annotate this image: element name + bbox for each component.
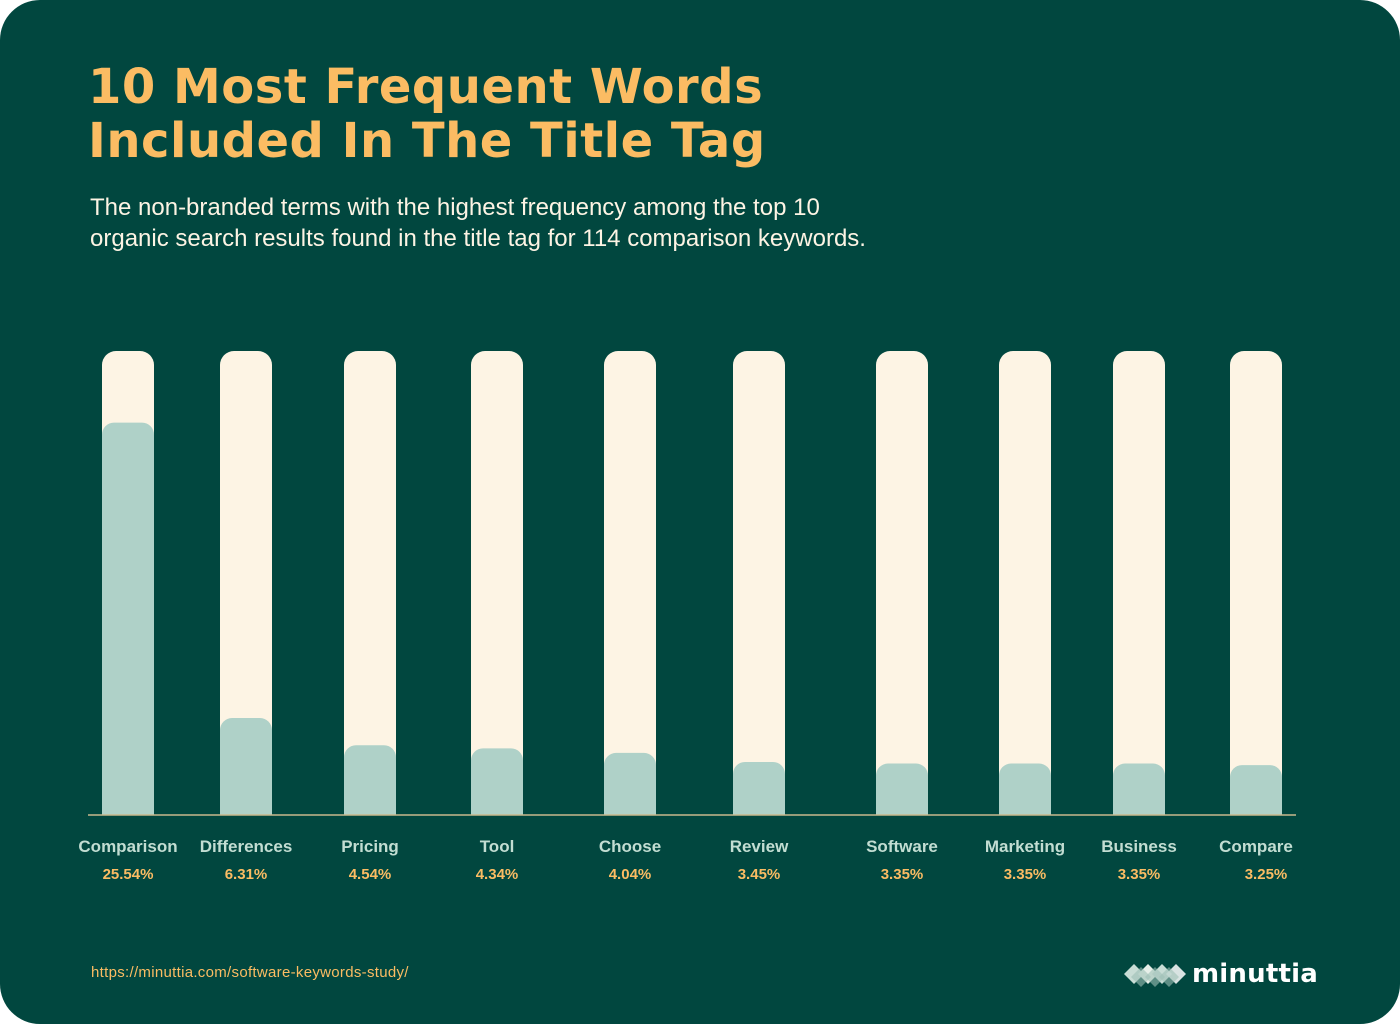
bar-track-review xyxy=(733,351,785,829)
value-label-comparison: 25.54% xyxy=(103,866,154,883)
bar-review xyxy=(733,761,785,829)
value-label-review: 3.45% xyxy=(738,866,781,883)
category-label-tool: Tool xyxy=(480,837,515,856)
category-label-review: Review xyxy=(730,837,789,856)
bar-track-compare xyxy=(1230,351,1282,829)
category-label-comparison: Comparison xyxy=(78,837,177,856)
chart-title: 10 Most Frequent Words Included In The T… xyxy=(88,60,988,168)
value-label-marketing: 3.35% xyxy=(1004,866,1047,883)
bar-marketing xyxy=(999,763,1051,829)
bar-track-marketing xyxy=(999,351,1051,829)
minuttia-logo-icon xyxy=(1124,964,1186,987)
value-label-business: 3.35% xyxy=(1118,866,1161,883)
bar-differences xyxy=(220,718,272,829)
value-label-choose: 4.04% xyxy=(609,866,652,883)
chart-subtitle-line-1: The non-branded terms with the highest f… xyxy=(90,194,820,221)
value-label-tool: 4.34% xyxy=(476,866,519,883)
bar-track-pricing xyxy=(344,351,396,829)
bar-track-software xyxy=(876,351,928,829)
category-label-business: Business xyxy=(1101,837,1177,856)
category-label-marketing: Marketing xyxy=(985,837,1065,856)
bar-choose xyxy=(604,752,656,829)
category-label-choose: Choose xyxy=(599,837,661,856)
brand-name: minuttia xyxy=(1192,959,1318,989)
category-label-software: Software xyxy=(866,837,938,856)
baseline-mask xyxy=(0,815,1400,835)
chart-title-line-1: 10 Most Frequent Words xyxy=(88,59,764,115)
bar-pricing xyxy=(344,745,396,829)
category-label-pricing: Pricing xyxy=(341,837,399,856)
category-label-differences: Differences xyxy=(200,837,293,856)
bar-business xyxy=(1113,763,1165,829)
bar-track-choose xyxy=(604,351,656,829)
value-label-pricing: 4.54% xyxy=(349,866,392,883)
bar-track-differences xyxy=(220,351,272,829)
chart-subtitle-line-2: organic search results found in the titl… xyxy=(90,225,866,252)
bar-chart: Comparison 25.54% Differences 6.31% Pricing 4… xyxy=(0,351,1400,883)
bar-compare xyxy=(1230,765,1282,829)
value-label-software: 3.35% xyxy=(881,866,924,883)
source-url[interactable]: https://minuttia.com/software-keywords-s… xyxy=(91,964,409,981)
bar-comparison xyxy=(102,422,154,829)
value-label-differences: 6.31% xyxy=(225,866,268,883)
bar-track-tool xyxy=(471,351,523,829)
category-label-compare: Compare xyxy=(1219,837,1293,856)
bar-software xyxy=(876,763,928,829)
bar-tool xyxy=(471,748,523,829)
chart-title-line-2: Included In The Title Tag xyxy=(88,113,766,169)
bar-track-business xyxy=(1113,351,1165,829)
value-label-compare: 3.25% xyxy=(1245,866,1288,883)
chart-subtitle: The non-branded terms with the highest f… xyxy=(90,192,990,254)
brand-logo: minuttia xyxy=(1124,954,1318,994)
